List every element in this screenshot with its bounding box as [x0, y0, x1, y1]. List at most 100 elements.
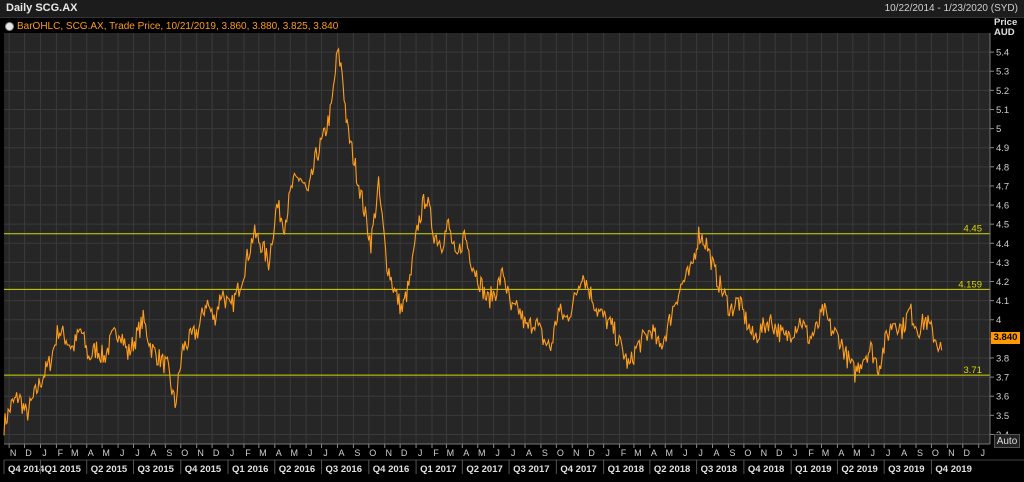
month-label: M — [259, 448, 267, 458]
month-label: J — [42, 448, 47, 458]
month-label: D — [213, 448, 220, 458]
month-label: A — [150, 448, 156, 458]
month-label: O — [744, 448, 751, 458]
quarter-label: Q3 2018 — [701, 464, 737, 475]
y-tick-label: 4.8 — [996, 162, 1009, 173]
y-tick-label: 4.1 — [996, 296, 1009, 307]
level-label: 4.159 — [958, 279, 982, 290]
y-tick-label: 3.7 — [996, 373, 1009, 384]
month-label: O — [557, 448, 564, 458]
month-label: J — [495, 448, 500, 458]
quarter-label: Q4 2016 — [373, 464, 409, 475]
month-label: M — [666, 448, 674, 458]
quarter-label: Q3 2015 — [137, 464, 174, 475]
month-label: M — [102, 448, 110, 458]
quarter-label: Q1 2018 — [608, 464, 644, 475]
month-label: O — [932, 448, 939, 458]
plot-area[interactable] — [4, 33, 990, 444]
month-label: S — [354, 448, 360, 458]
month-label: M — [853, 448, 861, 458]
month-label: A — [838, 448, 844, 458]
month-label: J — [511, 448, 516, 458]
level-label: 3.71 — [964, 365, 983, 376]
y-tick-label: 5.1 — [996, 105, 1009, 116]
month-label: J — [980, 448, 985, 458]
chart-title: Daily SCG.AX — [6, 2, 78, 14]
month-label: F — [58, 448, 64, 458]
month-label: J — [870, 448, 875, 458]
month-label: M — [447, 448, 455, 458]
month-label: A — [526, 448, 532, 458]
month-label: N — [385, 448, 392, 458]
quarter-label: Q1 2016 — [232, 464, 268, 475]
month-label: J — [605, 448, 610, 458]
quarter-label: Q4 2014 — [8, 464, 45, 475]
month-label: A — [901, 448, 907, 458]
quarter-label: Q4 2017 — [560, 464, 596, 475]
month-label: J — [683, 448, 688, 458]
month-label: A — [338, 448, 344, 458]
month-label: O — [181, 448, 188, 458]
y-axis[interactable]: 3.43.53.63.73.83.944.14.24.34.44.54.64.7… — [989, 33, 1009, 444]
month-label: S — [917, 448, 923, 458]
last-price-badge: 3.840 — [991, 332, 1020, 344]
month-label: F — [433, 448, 439, 458]
y-tick-label: 3.8 — [996, 353, 1009, 364]
month-label: M — [290, 448, 298, 458]
legend-text: BarOHLC, SCG.AX, Trade Price, 10/21/2019… — [17, 20, 339, 32]
level-label: 4.45 — [964, 224, 983, 235]
month-label: S — [166, 448, 172, 458]
month-label: N — [573, 448, 580, 458]
y-tick-label: 4.2 — [996, 277, 1009, 288]
month-label: J — [323, 448, 328, 458]
month-label: N — [948, 448, 955, 458]
series-legend[interactable]: BarOHLC, SCG.AX, Trade Price, 10/21/2019… — [5, 19, 338, 33]
month-label: N — [10, 448, 17, 458]
month-label: D — [401, 448, 408, 458]
month-label: M — [71, 448, 79, 458]
quarter-label: Q2 2016 — [279, 464, 315, 475]
date-range[interactable]: 10/22/2014 - 1/23/2020 (SYD) — [884, 3, 1018, 14]
quarter-label: Q3 2019 — [888, 464, 924, 475]
y-tick-label: 4.7 — [996, 181, 1009, 192]
y-axis-title-price: Price — [994, 17, 1017, 28]
month-label: J — [230, 448, 235, 458]
month-label: M — [478, 448, 486, 458]
month-label: O — [369, 448, 376, 458]
y-tick-label: 5.2 — [996, 86, 1009, 97]
quarter-label: Q1 2019 — [795, 464, 831, 475]
price-series-line — [3, 47, 943, 436]
y-tick-label: 3.6 — [996, 392, 1009, 403]
quarter-label: Q2 2015 — [91, 464, 128, 475]
month-label: J — [793, 448, 798, 458]
month-label: A — [276, 448, 282, 458]
month-label: M — [822, 448, 830, 458]
month-label: J — [308, 448, 313, 458]
y-tick-label: 5.3 — [996, 67, 1009, 78]
title-bar: Daily SCG.AX 10/22/2014 - 1/23/2020 (SYD… — [0, 0, 1024, 18]
quarter-label: Q1 2015 — [44, 464, 81, 475]
y-tick-label: 4.6 — [996, 201, 1009, 212]
y-axis-title-currency: AUD — [994, 27, 1015, 38]
auto-scale-button[interactable]: Auto — [994, 434, 1020, 448]
quarter-label: Q3 2017 — [513, 464, 549, 475]
month-label: A — [651, 448, 657, 458]
month-label: J — [120, 448, 125, 458]
month-label: S — [729, 448, 735, 458]
y-tick-label: 4.5 — [996, 220, 1009, 231]
y-tick-label: 4.4 — [996, 239, 1009, 250]
legend-toggle-icon[interactable] — [5, 21, 14, 31]
month-label: J — [886, 448, 891, 458]
month-label: A — [463, 448, 469, 458]
quarter-label: Q2 2017 — [466, 464, 502, 475]
month-label: J — [135, 448, 140, 458]
month-label: J — [698, 448, 703, 458]
y-tick-label: 4.9 — [996, 143, 1009, 154]
month-label: F — [808, 448, 814, 458]
month-label: S — [542, 448, 548, 458]
quarter-label: Q2 2018 — [654, 464, 690, 475]
month-label: D — [964, 448, 971, 458]
